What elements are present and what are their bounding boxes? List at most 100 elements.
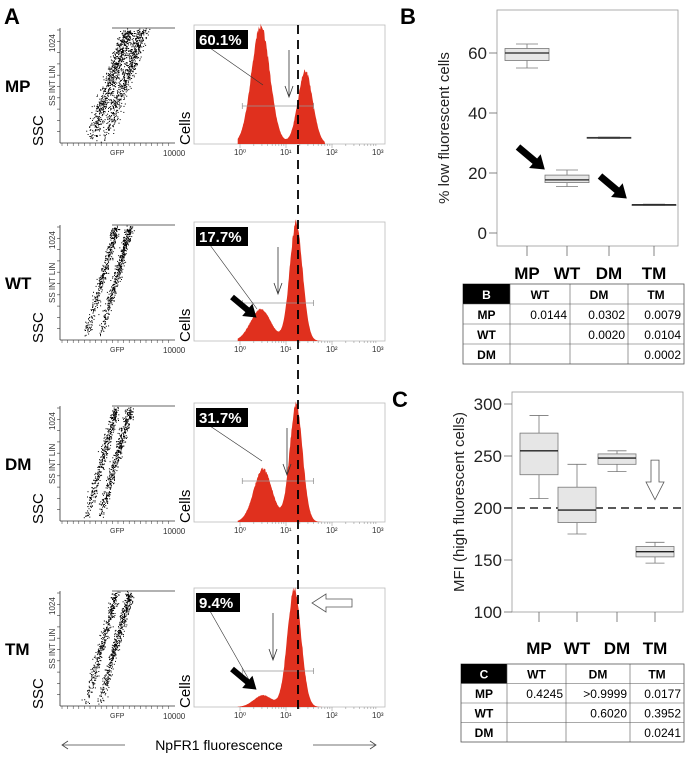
- ssc-label: SSC: [30, 678, 47, 709]
- scatter-dot: [115, 57, 117, 59]
- scatter-dot: [123, 50, 125, 52]
- scatter-dot: [120, 437, 122, 439]
- scatter-dot: [92, 491, 94, 493]
- scatter-dot: [110, 103, 112, 105]
- scatter-dot: [99, 287, 101, 289]
- x-max-tick-label: 10000: [163, 712, 186, 721]
- scatter-dot: [129, 415, 131, 417]
- scatter-dot: [111, 100, 113, 101]
- x-tick-label: 10⁰: [234, 711, 246, 720]
- scatter-dot: [127, 77, 129, 79]
- scatter-dot: [105, 255, 107, 257]
- scatter-dot: [114, 455, 116, 456]
- scatter-dot: [125, 417, 127, 419]
- scatter-dot: [102, 493, 104, 495]
- scatter-dot: [100, 281, 101, 283]
- scatter-dot: [110, 259, 112, 261]
- cells-label: Cells: [177, 309, 194, 342]
- scatter-dot: [118, 74, 120, 76]
- scatter-dot: [126, 47, 128, 49]
- scatter-dot: [102, 647, 103, 649]
- scatter-dot: [92, 494, 94, 496]
- scatter-dot: [112, 63, 114, 65]
- y-tick-label: 40: [468, 104, 487, 123]
- scatter-dot: [126, 429, 128, 431]
- scatter-dot: [133, 54, 135, 55]
- scatter-dot: [113, 616, 115, 618]
- scatter-dot: [95, 662, 97, 664]
- scatter-dot: [129, 234, 131, 235]
- scatter-dot: [118, 275, 120, 277]
- scatter-dot: [107, 629, 109, 631]
- scatter-dot: [92, 309, 94, 311]
- scatter-dot: [122, 625, 124, 627]
- scatter-dot: [113, 230, 115, 232]
- scatter-dot: [105, 303, 107, 305]
- scatter-dot: [107, 83, 109, 85]
- scatter-dot: [94, 671, 96, 672]
- scatter-dot: [112, 429, 114, 431]
- scatter-dot: [112, 470, 114, 472]
- scatter-dot: [134, 54, 136, 56]
- scatter-dot: [107, 626, 109, 628]
- scatter-dot: [107, 476, 109, 478]
- scatter-dot: [104, 635, 106, 637]
- scatter-dot: [105, 640, 107, 642]
- scatter-dot: [119, 271, 121, 273]
- scatter-dot: [112, 62, 114, 63]
- scatter-dot: [111, 658, 113, 660]
- scatter-dot: [106, 627, 108, 629]
- scatter-dot: [135, 55, 137, 57]
- scatter-dot: [121, 439, 123, 441]
- scatter-dot: [123, 616, 125, 618]
- scatter-dot: [125, 410, 127, 412]
- scatter-dot: [107, 263, 109, 265]
- scatter-dot: [124, 44, 126, 46]
- scatter-dot: [114, 241, 116, 243]
- scatter-dot: [125, 85, 127, 86]
- scatter-dot: [106, 492, 108, 494]
- scatter-dot: [132, 601, 134, 603]
- scatter-dot: [117, 637, 119, 639]
- scatter-dot: [97, 698, 99, 700]
- scatter-dot: [108, 129, 110, 131]
- scatter-dot: [112, 284, 114, 286]
- scatter-dot: [108, 99, 110, 100]
- scatter-dot: [114, 122, 116, 124]
- scatter-dot: [106, 438, 108, 440]
- scatter-dot: [113, 236, 115, 238]
- scatter-dot: [121, 61, 123, 62]
- scatter-dot: [138, 53, 140, 55]
- scatter-dot: [110, 658, 112, 660]
- scatter-dot: [116, 443, 118, 445]
- scatter-dot: [125, 82, 127, 84]
- scatter-dot: [129, 233, 131, 235]
- scatter-dot: [109, 74, 111, 76]
- scatter-dot: [116, 470, 118, 472]
- scatter-dot: [122, 72, 124, 74]
- scatter-dot: [99, 475, 101, 477]
- scatter-dot: [104, 310, 105, 312]
- scatter-dot: [100, 645, 102, 647]
- scatter-dot: [116, 102, 118, 104]
- scatter-dot: [118, 104, 120, 105]
- scatter-dot: [116, 230, 118, 232]
- scatter-dot: [97, 651, 99, 653]
- scatter-dot: [123, 616, 125, 618]
- scatter-dot: [144, 43, 146, 45]
- scatter-dot: [109, 627, 111, 629]
- box-dm: [586, 136, 632, 139]
- scatter-dot: [124, 604, 126, 605]
- scatter-dot: [93, 496, 95, 498]
- scatter-dot: [100, 635, 102, 637]
- scatter-dot: [111, 612, 113, 614]
- scatter-dot: [109, 428, 111, 430]
- scatter-dot: [111, 79, 113, 81]
- scatter-dot: [106, 499, 108, 501]
- scatter-dot: [124, 617, 126, 619]
- scatter-dot: [101, 328, 103, 330]
- x-tick-label: 10¹: [280, 345, 292, 354]
- scatter-dot: [126, 236, 127, 238]
- scatter-dot: [109, 235, 111, 236]
- scatter-dot: [109, 254, 110, 256]
